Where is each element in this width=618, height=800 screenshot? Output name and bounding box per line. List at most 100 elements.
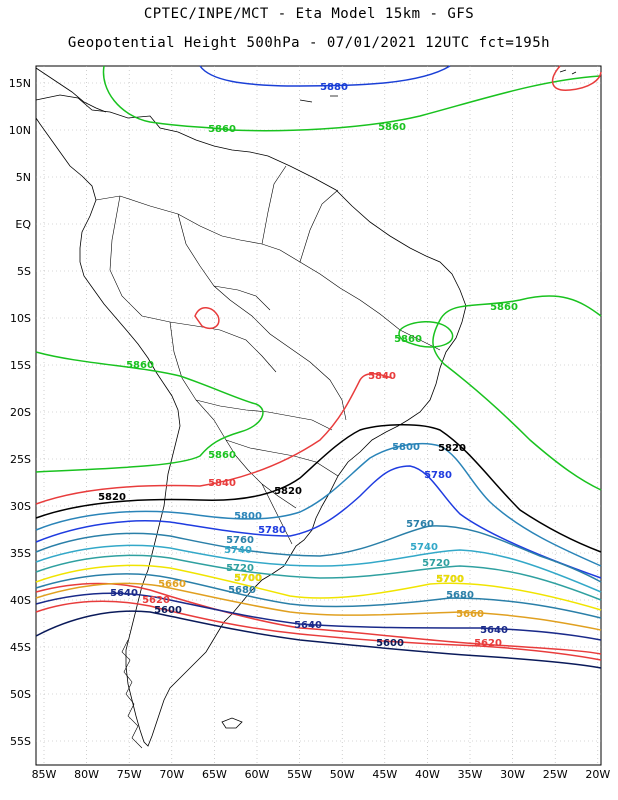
contour-label: 5660: [158, 579, 186, 590]
contour-layer: [35, 65, 602, 669]
contour-label: 5640: [110, 588, 138, 599]
falkland-islands: [221, 717, 243, 729]
contour-5600: [35, 610, 602, 669]
contour-5640: [35, 592, 602, 641]
lat-tick-label: 30S: [10, 500, 31, 513]
lon-tick-label: 50W: [330, 768, 355, 781]
contour-label: 5800: [234, 511, 262, 522]
contour-5840-south: [35, 582, 602, 655]
contour-5700: [35, 564, 602, 611]
contour-5840: [35, 373, 393, 505]
contour-5840-ne: [551, 65, 602, 91]
contour-label: 5660: [456, 609, 484, 620]
contour-label: 5860: [490, 302, 518, 313]
lon-tick-label: 45W: [372, 768, 397, 781]
caribbean-islands: [299, 69, 577, 103]
contour-label: 5720: [422, 558, 450, 569]
chile-fjords: [121, 639, 143, 749]
lat-tick-label: 35S: [10, 547, 31, 560]
lon-tick-label: 65W: [202, 768, 227, 781]
contour-label: 5820: [438, 443, 466, 454]
lat-tick-label: 5S: [17, 265, 31, 278]
contour-label: 5820: [98, 492, 126, 503]
contour-5740: [35, 544, 602, 593]
contour-5760: [35, 525, 602, 583]
contour-label: 5620: [142, 595, 170, 606]
contour-label: 5840: [368, 371, 396, 382]
contour-label: 5600: [154, 605, 182, 616]
lat-tick-label: 5N: [16, 171, 31, 184]
contour-label: 5680: [446, 590, 474, 601]
contour-label: 5860: [378, 122, 406, 133]
title-line-1: CPTEC/INPE/MCT - Eta Model 15km - GFS: [143, 6, 475, 22]
lat-tick-label: 45S: [10, 641, 31, 654]
contour-label: 5860: [208, 124, 236, 135]
lon-tick-label: 85W: [32, 768, 57, 781]
lon-tick-label: 30W: [500, 768, 525, 781]
contour-label: 5780: [258, 525, 286, 536]
contour-label: 5700: [234, 573, 262, 584]
lat-tick-label: 55S: [10, 735, 31, 748]
contour-label: 5800: [392, 442, 420, 453]
contour-5860-loop: [398, 321, 454, 348]
contour-5860-mid: [35, 351, 264, 473]
contour-label: 5720: [226, 563, 254, 574]
axis-tick-labels: 15N 10N 5N EQ 5S 10S 15S 20S 25S 30S 35S 40S 45S 50S 5…: [9, 77, 611, 781]
contour-label: 5820: [274, 486, 302, 497]
contour-label: 5740: [410, 542, 438, 553]
lat-tick-label: 25S: [10, 453, 31, 466]
contour-5620: [35, 600, 602, 661]
country-borders: [95, 165, 441, 545]
lon-tick-label: 60W: [245, 768, 270, 781]
lat-tick-label: 10S: [10, 312, 31, 325]
lon-tick-label: 80W: [74, 768, 99, 781]
contour-5860-east: [432, 295, 602, 491]
lon-tick-label: 20W: [585, 768, 610, 781]
contour-label: 5880: [320, 82, 348, 93]
lat-tick-label: 40S: [10, 594, 31, 607]
contour-label: 5860: [126, 360, 154, 371]
contour-label: 5700: [436, 574, 464, 585]
lat-tick-label: 50S: [10, 688, 31, 701]
contour-5680: [35, 573, 602, 619]
contour-5860-north: [102, 65, 601, 132]
lat-tick-label: EQ: [15, 218, 31, 231]
contour-label: 5680: [228, 585, 256, 596]
lon-tick-label: 70W: [159, 768, 184, 781]
contour-label: 5860: [208, 450, 236, 461]
coastline-layer: [35, 67, 577, 749]
contour-label: 5640: [480, 625, 508, 636]
lon-tick-label: 40W: [415, 768, 440, 781]
contour-label: 5760: [226, 535, 254, 546]
map-frame: [35, 65, 602, 766]
contour-label: 5640: [294, 620, 322, 631]
contour-5660: [35, 582, 602, 631]
lon-tick-label: 35W: [458, 768, 483, 781]
contour-5880: [199, 65, 451, 87]
contour-5720: [35, 554, 602, 601]
contour-5780: [35, 465, 602, 579]
contour-label: 5840: [208, 478, 236, 489]
contour-5820: [35, 424, 602, 553]
contour-label: 5740: [224, 545, 252, 556]
lat-tick-label: 10N: [9, 124, 31, 137]
contour-label: 5780: [424, 470, 452, 481]
contour-label: 5600: [376, 638, 404, 649]
title-line-2: Geopotential Height 500hPa - 07/01/2021 …: [67, 35, 551, 51]
lat-lon-grid: [36, 66, 601, 765]
contour-label: 5620: [474, 638, 502, 649]
contour-label: 5860: [394, 334, 422, 345]
south-america-coastline: [35, 94, 467, 747]
contour-label: 5760: [406, 519, 434, 530]
contour-labels: 5880 5860 5860 5860 5860 5860 5860 5840 …: [98, 82, 518, 649]
lat-tick-label: 15N: [9, 77, 31, 90]
lon-tick-label: 75W: [117, 768, 142, 781]
central-america-coast: [35, 67, 107, 113]
contour-5840-loop: [194, 307, 220, 330]
lat-tick-label: 20S: [10, 406, 31, 419]
lat-tick-label: 15S: [10, 359, 31, 372]
lon-tick-label: 25W: [543, 768, 568, 781]
lon-tick-label: 55W: [287, 768, 312, 781]
contour-5800: [35, 442, 602, 567]
